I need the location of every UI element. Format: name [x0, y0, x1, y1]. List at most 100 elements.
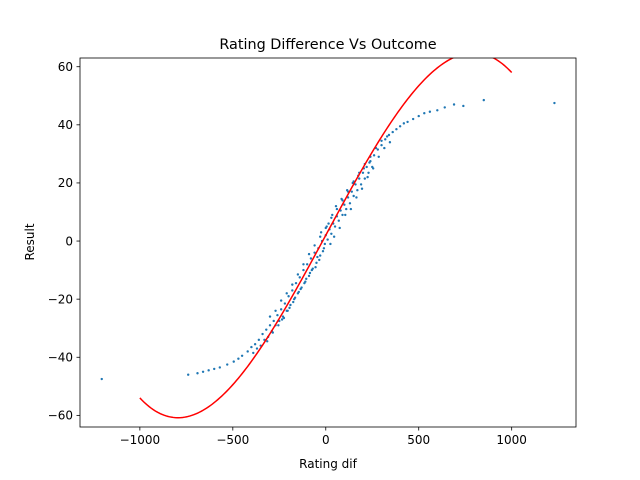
plot-area: −1000 −500 0 500 1000 −60 −40 −20 0 20 40 60: [48, 57, 577, 447]
scatter-point: [293, 296, 297, 299]
scatter-point: [385, 135, 389, 138]
scatter-point: [196, 372, 199, 375]
scatter-point: [279, 299, 283, 302]
scatter-point: [287, 295, 290, 298]
scatter-point: [305, 277, 308, 281]
scatter-point: [356, 189, 359, 192]
scatter-point: [318, 235, 322, 238]
scatter-point: [291, 283, 294, 286]
scatter-point: [333, 225, 337, 228]
scatter-point: [318, 258, 321, 262]
scatter-point: [283, 302, 287, 305]
scatter-point: [257, 338, 261, 342]
x-tick-label: 0: [322, 433, 330, 447]
scatter-point: [316, 255, 319, 259]
chart-title: Rating Difference Vs Outcome: [219, 37, 436, 53]
scatter-point: [348, 202, 352, 205]
scatter-point: [326, 238, 329, 241]
scatter-point: [350, 190, 353, 193]
scatter-point: [325, 225, 328, 228]
scatter-point: [340, 197, 343, 201]
scatter-point: [218, 366, 221, 369]
scatter-point: [344, 213, 347, 217]
scatter-point: [322, 247, 326, 250]
scatter-point: [341, 213, 344, 217]
y-tick-label: 0: [65, 234, 73, 248]
scatter-point: [213, 367, 216, 371]
scatter-point: [358, 177, 361, 180]
scatter-point: [314, 266, 317, 269]
scatter-point: [266, 340, 269, 343]
scatter-point: [329, 242, 332, 246]
scatter-point: [355, 196, 358, 199]
scatter-point: [334, 204, 338, 208]
scatter-point: [411, 117, 415, 121]
scatter-point: [332, 235, 336, 238]
scatter-point: [387, 133, 391, 137]
scatter-point: [338, 226, 341, 230]
x-tick-label: 500: [407, 433, 430, 447]
scatter-point: [100, 377, 103, 381]
scatter-point: [417, 114, 420, 118]
scatter-point: [305, 263, 309, 266]
y-tick-label: 20: [58, 176, 73, 190]
data-layer: [100, 58, 556, 419]
scatter-point: [343, 203, 346, 206]
scatter-point: [286, 309, 289, 312]
scatter-point: [253, 342, 257, 346]
scatter-point: [250, 345, 253, 349]
scatter-point: [462, 104, 465, 108]
scatter-point: [406, 120, 409, 124]
scatter-point: [274, 309, 277, 312]
scatter-point: [388, 141, 392, 144]
scatter-point: [318, 254, 322, 257]
scatter-point: [315, 261, 318, 265]
scatter-point: [265, 328, 268, 331]
scatter-point: [319, 231, 323, 234]
x-tick-label: −1000: [120, 433, 161, 447]
y-tick-label: 60: [58, 60, 73, 74]
scatter-point: [232, 360, 235, 363]
y-tick-label: −20: [48, 292, 73, 306]
scatter-point: [402, 122, 406, 125]
scatter-point: [365, 165, 368, 169]
scatter-point: [428, 110, 432, 113]
scatter-point: [294, 281, 298, 285]
scatter-point: [321, 250, 325, 253]
scatter-point: [201, 370, 205, 373]
scatter-point: [363, 177, 367, 180]
scatter-point: [395, 127, 398, 131]
y-tick-label: −60: [48, 409, 73, 423]
scatter-point: [308, 271, 312, 275]
scatter-point: [335, 207, 339, 211]
scatter-point: [553, 101, 556, 105]
scatter-point: [285, 292, 288, 295]
scatter-point: [252, 351, 255, 355]
scatter-point: [345, 207, 348, 211]
y-tick-label: 40: [58, 118, 73, 132]
scatter-point: [268, 324, 272, 327]
scatter-point: [292, 300, 295, 304]
scatter-point: [237, 357, 240, 360]
scatter-point: [452, 103, 456, 106]
scatter-point: [268, 315, 272, 318]
axes-frame: [79, 57, 577, 428]
scatter-point: [302, 263, 305, 266]
scatter-point: [303, 281, 306, 285]
scatter-point: [297, 290, 301, 294]
scatter-point: [276, 313, 279, 317]
scatter-point: [307, 252, 311, 256]
scatter-point: [327, 222, 330, 225]
scatter-point: [279, 308, 283, 311]
scatter-point: [309, 257, 313, 260]
scatter-point: [391, 130, 394, 134]
scatter-point: [291, 289, 294, 292]
scatter-point: [436, 109, 439, 112]
scatter-point: [383, 146, 386, 150]
scatter-point: [271, 331, 274, 334]
scatter-point: [366, 175, 369, 179]
scatter-point: [367, 171, 370, 174]
scatter-point: [323, 242, 327, 246]
